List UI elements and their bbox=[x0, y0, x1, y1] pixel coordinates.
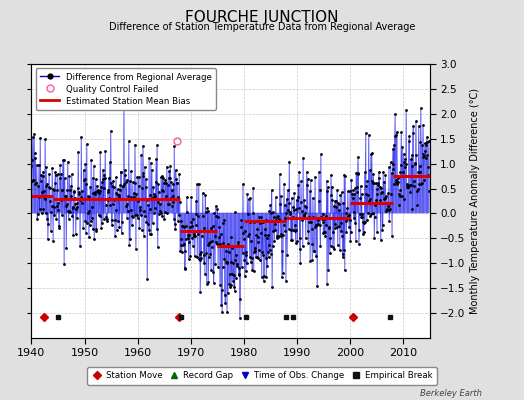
Text: FOURCHE JUNCTION: FOURCHE JUNCTION bbox=[185, 10, 339, 25]
Text: Berkeley Earth: Berkeley Earth bbox=[420, 389, 482, 398]
Text: Difference of Station Temperature Data from Regional Average: Difference of Station Temperature Data f… bbox=[109, 22, 415, 32]
Legend: Difference from Regional Average, Quality Control Failed, Estimated Station Mean: Difference from Regional Average, Qualit… bbox=[36, 68, 216, 110]
Legend: Station Move, Record Gap, Time of Obs. Change, Empirical Break: Station Move, Record Gap, Time of Obs. C… bbox=[88, 367, 436, 385]
Y-axis label: Monthly Temperature Anomaly Difference (°C): Monthly Temperature Anomaly Difference (… bbox=[470, 88, 479, 314]
